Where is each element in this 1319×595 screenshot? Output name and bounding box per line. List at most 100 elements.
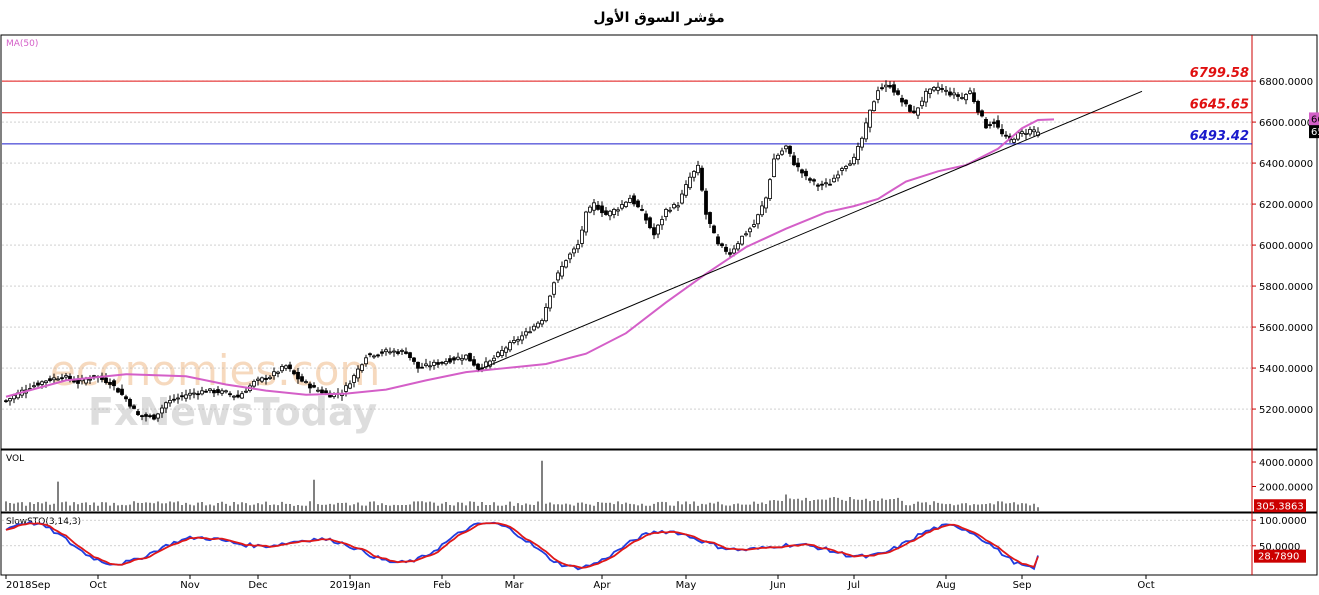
candle-body xyxy=(548,295,552,309)
candle-body xyxy=(164,402,168,409)
candle-body xyxy=(936,86,940,91)
candle-body xyxy=(932,87,936,91)
candle-body xyxy=(736,243,740,250)
candle-body xyxy=(108,382,112,385)
resistance-level-label: 6645.65 xyxy=(1190,98,1249,113)
candle-body xyxy=(528,331,532,334)
candle-body xyxy=(616,209,620,212)
candle-body xyxy=(688,176,692,189)
candle-body xyxy=(388,351,392,354)
candle-body xyxy=(116,388,120,393)
candle-body xyxy=(844,165,848,169)
volume-last-value-tag xyxy=(1254,499,1306,513)
candle-body xyxy=(692,171,696,178)
volume-last-value-label: 305.3863 xyxy=(1256,501,1304,512)
candle-body xyxy=(112,380,116,387)
candle-body xyxy=(504,347,508,353)
candle-body xyxy=(920,100,924,107)
candle-body xyxy=(888,84,892,88)
candle-body xyxy=(168,400,172,404)
candle-body xyxy=(948,91,952,96)
candle-body xyxy=(696,164,700,174)
x-tick-label: Mar xyxy=(505,580,525,591)
candle-body xyxy=(580,229,584,244)
candle-body xyxy=(968,90,972,94)
candle-body xyxy=(712,225,716,234)
candle-body xyxy=(916,107,920,116)
candle-body xyxy=(400,350,404,352)
candle-body xyxy=(832,177,836,183)
stochastic-last-value-tag xyxy=(1254,549,1306,563)
candle-body xyxy=(1024,132,1028,135)
candle-body xyxy=(408,352,412,359)
candle-body xyxy=(372,355,376,358)
candle-body xyxy=(848,163,852,166)
candle-body xyxy=(232,395,236,398)
candle-body xyxy=(48,378,52,381)
candle-body xyxy=(908,104,912,112)
stochastic-tick-label: 50.0000 xyxy=(1259,542,1300,553)
candle-body xyxy=(708,212,712,224)
support-level-label: 6493.42 xyxy=(1190,129,1249,144)
candle-body xyxy=(188,392,192,396)
candle-body xyxy=(300,376,304,382)
candle-body xyxy=(584,211,588,233)
candle-body xyxy=(308,383,312,389)
candle-body xyxy=(1028,129,1032,135)
candle-body xyxy=(444,361,448,365)
resistance-level-label: 6799.58 xyxy=(1190,66,1249,81)
candle-body xyxy=(76,379,80,384)
candle-body xyxy=(800,169,804,174)
candle-body xyxy=(756,214,760,225)
candle-body xyxy=(600,205,604,214)
candle-body xyxy=(884,84,888,88)
candle-body xyxy=(516,339,520,342)
candle-body xyxy=(648,217,652,229)
candle-body xyxy=(380,351,384,354)
volume-tick-label: 4000.0000 xyxy=(1259,458,1313,469)
candle-body xyxy=(292,370,296,375)
candle-body xyxy=(476,363,480,370)
candle-body xyxy=(324,390,328,394)
candle-body xyxy=(144,414,148,417)
price-tick-label: 5600.0000 xyxy=(1259,323,1313,334)
candle-body xyxy=(744,233,748,236)
x-tick-label: Dec xyxy=(248,580,267,591)
candle-body xyxy=(376,354,380,357)
candle-body xyxy=(88,378,92,381)
candle-body xyxy=(544,306,548,322)
stochastic-last-value-label: 28.7890 xyxy=(1258,552,1299,563)
candle-body xyxy=(556,272,560,281)
candle-body xyxy=(508,342,512,351)
stochastic-panel-frame xyxy=(0,512,1318,576)
x-tick-label: Nov xyxy=(180,580,200,591)
candle-body xyxy=(1000,129,1004,135)
candle-body xyxy=(788,145,792,154)
candle-body xyxy=(156,413,160,419)
candle-body xyxy=(208,388,212,392)
candle-body xyxy=(260,377,264,382)
candle-body xyxy=(704,190,708,215)
price-tick-label: 6400.0000 xyxy=(1259,159,1313,170)
candle-body xyxy=(564,260,568,268)
candle-body xyxy=(184,394,188,399)
candle-body xyxy=(288,364,292,370)
candle-body xyxy=(176,397,180,400)
x-tick-label: Feb xyxy=(433,580,451,591)
candle-body xyxy=(636,200,640,208)
candle-body xyxy=(364,357,368,365)
x-tick-label: Jun xyxy=(769,580,786,591)
candle-body xyxy=(136,411,140,415)
candle-body xyxy=(572,248,576,254)
candle-body xyxy=(348,383,352,389)
candle-body xyxy=(772,158,776,178)
candle-body xyxy=(768,179,772,199)
candle-body xyxy=(876,90,880,100)
candle-body xyxy=(488,360,492,367)
candle-body xyxy=(960,97,964,99)
candle-body xyxy=(64,375,68,378)
candle-body xyxy=(776,154,780,160)
candle-body xyxy=(304,381,308,383)
candle-body xyxy=(132,405,136,409)
